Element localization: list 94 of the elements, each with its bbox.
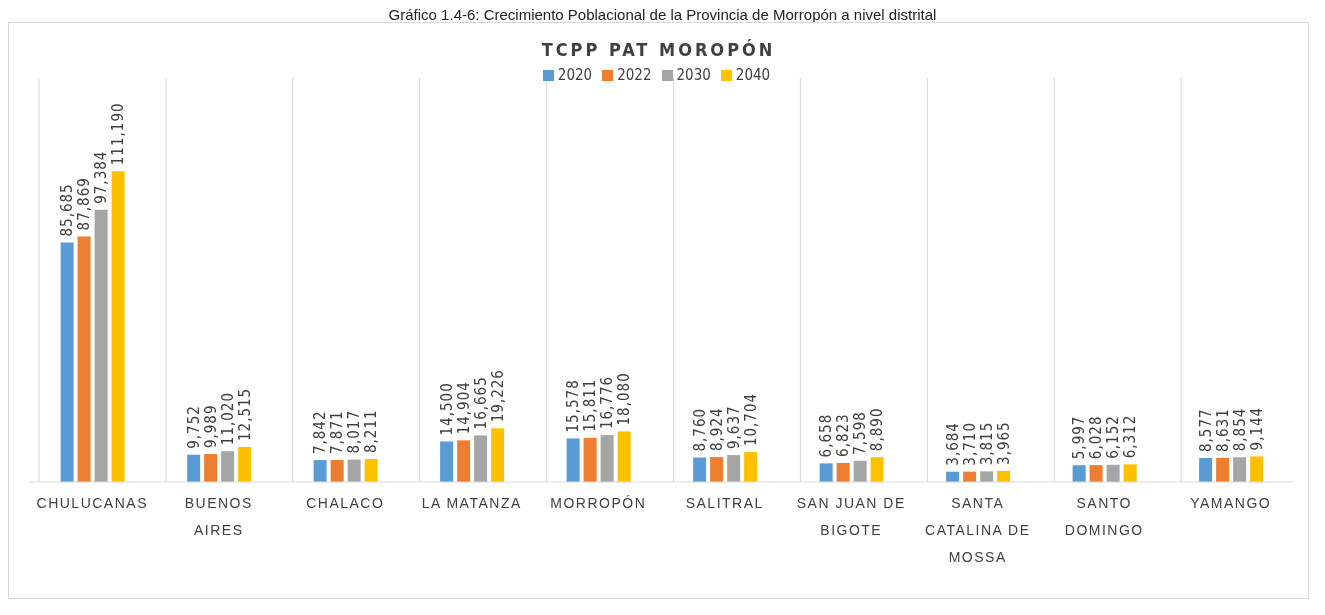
data-label: 18,080 bbox=[615, 372, 634, 426]
data-label: 6,658 bbox=[817, 413, 836, 458]
data-label: 6,312 bbox=[1121, 414, 1140, 459]
bar bbox=[440, 441, 454, 482]
data-label: 8,017 bbox=[345, 409, 364, 454]
data-label: 14,904 bbox=[454, 381, 473, 435]
bar bbox=[457, 440, 471, 482]
data-label: 8,631 bbox=[1213, 408, 1232, 452]
legend-label: 2040 bbox=[735, 66, 771, 84]
bar bbox=[204, 454, 218, 482]
bar bbox=[566, 438, 580, 482]
chart-title: TCPP PAT MOROPÓN bbox=[540, 39, 777, 60]
bar bbox=[727, 455, 741, 482]
data-label: 6,152 bbox=[1104, 415, 1123, 459]
data-label: 9,752 bbox=[184, 405, 203, 449]
data-label: 7,871 bbox=[328, 410, 347, 454]
bar bbox=[77, 236, 91, 482]
data-label: 7,842 bbox=[311, 410, 330, 455]
bar bbox=[980, 471, 994, 482]
bar bbox=[111, 171, 125, 482]
bar bbox=[330, 460, 344, 482]
data-label: 111,190 bbox=[109, 102, 128, 166]
bar bbox=[364, 459, 378, 482]
bar bbox=[238, 447, 252, 482]
bar bbox=[853, 460, 867, 482]
bar bbox=[313, 460, 327, 482]
bar bbox=[221, 451, 235, 482]
bar bbox=[819, 463, 833, 482]
x-tick-label: SANTA CATALINA DE MOSSA bbox=[925, 495, 1031, 565]
bar bbox=[583, 437, 597, 482]
bar bbox=[870, 457, 884, 482]
x-tick-label: SAN JUAN DE BIGOTE bbox=[796, 495, 906, 538]
data-label: 9,637 bbox=[724, 405, 743, 450]
bar bbox=[836, 462, 850, 482]
bar bbox=[1199, 458, 1213, 482]
data-label: 10,704 bbox=[741, 392, 760, 447]
data-label: 15,578 bbox=[564, 379, 583, 433]
x-tick-label: LA MATANZA bbox=[421, 495, 522, 511]
x-tick-label: CHALACO bbox=[306, 495, 385, 511]
bar bbox=[744, 452, 758, 482]
data-label: 8,211 bbox=[362, 409, 381, 454]
data-label: 3,684 bbox=[943, 422, 962, 466]
data-label: 19,226 bbox=[488, 369, 507, 423]
x-tick-label: BUENOS AIRES bbox=[184, 495, 253, 538]
x-tick-label: MORROPÓN bbox=[550, 495, 647, 511]
bar bbox=[617, 431, 631, 482]
data-label: 16,776 bbox=[598, 375, 617, 430]
x-tick-label: SALITRAL bbox=[685, 495, 764, 511]
data-label: 16,665 bbox=[471, 376, 490, 430]
bar bbox=[1250, 456, 1264, 482]
bar bbox=[491, 428, 505, 482]
data-label: 9,144 bbox=[1247, 406, 1266, 451]
data-label: 11,020 bbox=[218, 391, 237, 446]
bar bbox=[1106, 464, 1120, 482]
data-label: 8,854 bbox=[1230, 407, 1249, 452]
data-label: 5,997 bbox=[1070, 415, 1089, 460]
bar bbox=[1089, 465, 1103, 482]
data-label: 8,577 bbox=[1196, 408, 1215, 453]
data-label: 3,965 bbox=[994, 421, 1013, 465]
data-label: 14,500 bbox=[437, 382, 456, 436]
bar bbox=[1072, 465, 1086, 482]
bar bbox=[187, 454, 201, 482]
data-label: 3,710 bbox=[960, 422, 979, 466]
legend-label: 2022 bbox=[617, 66, 652, 84]
data-label: 85,685 bbox=[58, 183, 77, 237]
data-label: 97,384 bbox=[92, 150, 111, 204]
data-label: 9,989 bbox=[201, 404, 220, 449]
text: Gráfico 1.4-6: Crecimiento Poblacional de la Provincia de Morropón a nivel distrital bbox=[387, 6, 938, 23]
data-label: 8,760 bbox=[690, 407, 709, 452]
data-label: 7,598 bbox=[851, 411, 870, 455]
bar bbox=[600, 435, 614, 482]
bar bbox=[94, 209, 108, 482]
x-tick-label: CHULUCANAS bbox=[36, 495, 148, 511]
data-label: 6,028 bbox=[1087, 415, 1106, 460]
bar bbox=[1123, 464, 1137, 482]
data-label: 8,890 bbox=[868, 407, 887, 452]
legend-label: 2030 bbox=[676, 66, 711, 84]
data-label: 15,811 bbox=[581, 378, 600, 432]
x-tick-label: SANTO DOMINGO bbox=[1064, 495, 1144, 538]
legend-label: 2020 bbox=[557, 66, 593, 84]
bar bbox=[1216, 457, 1230, 482]
data-label: 8,924 bbox=[707, 407, 726, 452]
data-label: 87,869 bbox=[75, 177, 94, 231]
bar bbox=[997, 470, 1011, 482]
x-tick-label: YAMANGO bbox=[1190, 495, 1272, 511]
bar bbox=[347, 459, 361, 482]
data-label: 3,815 bbox=[977, 421, 996, 466]
bar bbox=[474, 435, 488, 482]
data-label: 12,515 bbox=[235, 387, 254, 442]
bar bbox=[710, 457, 724, 482]
data-label: 6,823 bbox=[834, 413, 853, 457]
bar bbox=[60, 242, 74, 482]
bar bbox=[693, 457, 707, 482]
bar bbox=[1233, 457, 1247, 482]
